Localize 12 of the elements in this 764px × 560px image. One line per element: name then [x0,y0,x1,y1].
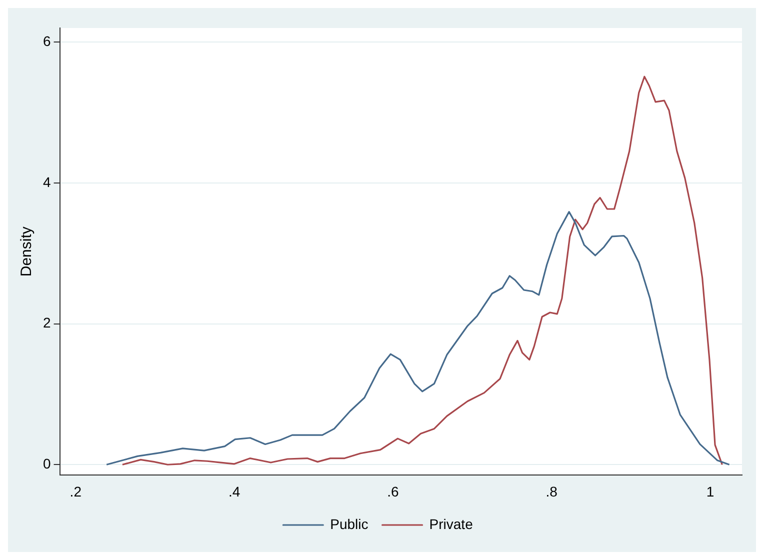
x-tick-label: .2 [70,483,82,500]
x-tick-label: .8 [546,483,558,500]
legend-label: Private [429,516,474,532]
y-tick-label: 0 [42,455,51,472]
y-tick-label: 4 [42,174,51,190]
y-axis-title: Density [18,226,36,277]
y-tick-label: 2 [42,314,51,331]
y-tick-label: 6 [42,32,51,49]
x-tick-label: .4 [228,483,240,500]
x-tick-label: .6 [387,483,400,500]
x-tick-label: 1 [706,483,714,500]
legend-label: Public [330,516,368,532]
